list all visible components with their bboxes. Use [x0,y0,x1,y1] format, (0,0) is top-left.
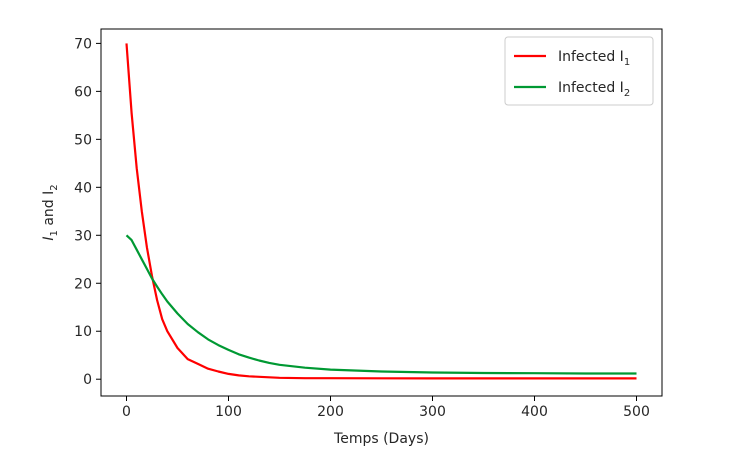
axis-ticks: 0 100 200 300 400 500 0 10 20 30 40 50 60 70 [74,36,650,420]
y-tick-label: 50 [74,132,92,148]
y-tick-label: 70 [74,36,92,52]
y-axis-label-sub1: 1 [49,230,60,236]
x-tick-label: 200 [317,404,344,420]
y-tick-label: 0 [83,372,92,388]
legend-label-i1-sub: 1 [624,57,630,68]
x-tick-label: 100 [215,404,242,420]
x-tick-label: 300 [419,404,446,420]
series-line-i2 [125,234,637,375]
y-axis-label: I1 and I2 [41,184,60,240]
x-tick-label: 500 [623,404,650,420]
y-tick-label: 20 [74,276,92,292]
y-axis-label-var1: I [41,236,57,240]
plot-area [125,43,637,380]
y-tick-label: 60 [74,84,92,100]
y-axis-label-mid: and I [41,191,57,230]
series-line-i1 [125,43,637,380]
legend-label-i2: Infected I2 [558,80,630,99]
x-tick-label: 0 [122,404,131,420]
legend-label-i1: Infected I1 [558,49,630,68]
plot-frame [100,28,663,397]
y-tick-label: 10 [74,324,92,340]
y-tick-label: 40 [74,180,92,196]
legend-label-i1-name: Infected I [558,49,624,65]
y-axis-label-sub2: 2 [49,184,60,190]
legend-label-i2-sub: 2 [624,88,630,99]
y-tick-label: 30 [74,228,92,244]
legend: Infected I1 Infected I2 [504,36,654,106]
legend-label-i2-name: Infected I [558,80,624,96]
x-axis-label: Temps (Days) [333,431,429,447]
x-tick-label: 400 [521,404,548,420]
